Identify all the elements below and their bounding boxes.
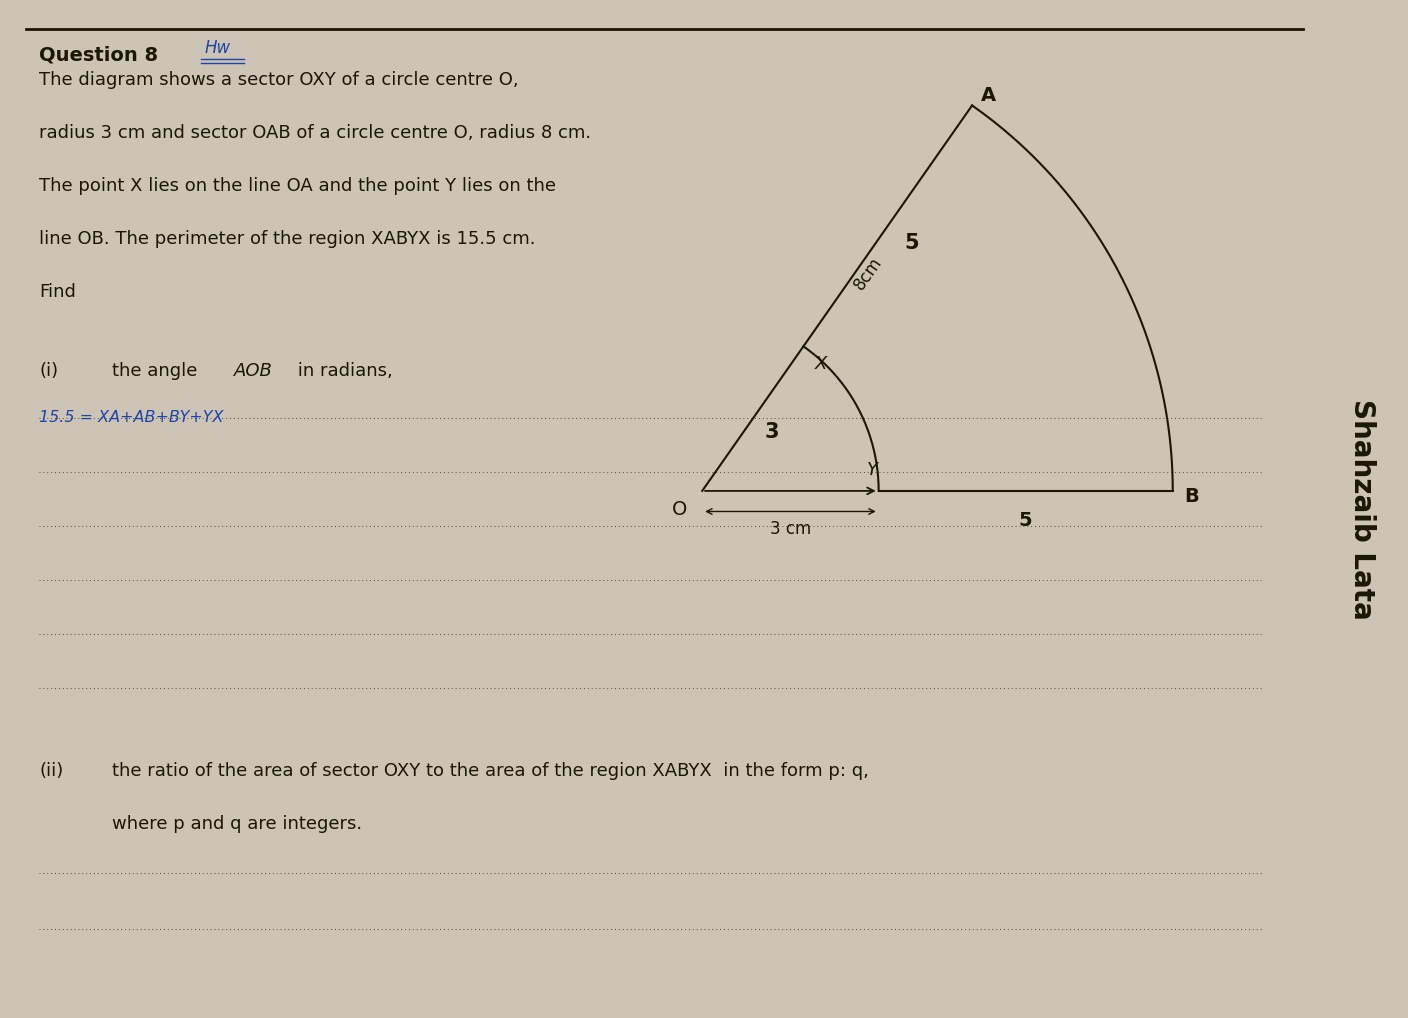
Text: where p and q are integers.: where p and q are integers. — [111, 815, 362, 833]
Text: Hw: Hw — [204, 39, 230, 57]
Text: 8cm: 8cm — [850, 253, 886, 293]
Text: X: X — [815, 355, 828, 374]
Text: line OB. The perimeter of the region XABYX is 15.5 cm.: line OB. The perimeter of the region XAB… — [39, 230, 536, 248]
Text: 3 cm: 3 cm — [770, 520, 811, 539]
Text: AOB: AOB — [234, 362, 273, 381]
Text: Question 8: Question 8 — [39, 46, 159, 65]
Text: A: A — [981, 87, 995, 106]
Text: B: B — [1184, 488, 1200, 506]
Text: Shahzaib Lata: Shahzaib Lata — [1349, 399, 1376, 619]
Text: 3: 3 — [765, 422, 780, 442]
Text: 15.5 = XA+AB+BY+YX: 15.5 = XA+AB+BY+YX — [39, 410, 224, 425]
Text: Y: Y — [867, 461, 879, 479]
Text: radius 3 cm and sector OAB of a circle centre O, radius 8 cm.: radius 3 cm and sector OAB of a circle c… — [39, 124, 591, 143]
Text: Find: Find — [39, 283, 76, 301]
Text: (ii): (ii) — [39, 762, 63, 780]
Text: in radians,: in radians, — [293, 362, 393, 381]
Text: 5: 5 — [1019, 511, 1032, 529]
Text: O: O — [672, 500, 687, 519]
Text: the ratio of the area of sector OXY to the area of the region XABYX  in the form: the ratio of the area of sector OXY to t… — [111, 762, 869, 780]
Text: The point X lies on the line OA and the point Y lies on the: The point X lies on the line OA and the … — [39, 177, 556, 195]
Text: 5: 5 — [904, 233, 919, 252]
Text: (i): (i) — [39, 362, 59, 381]
Text: The diagram shows a sector OXY of a circle centre O,: The diagram shows a sector OXY of a circ… — [39, 71, 520, 90]
Text: the angle: the angle — [111, 362, 203, 381]
